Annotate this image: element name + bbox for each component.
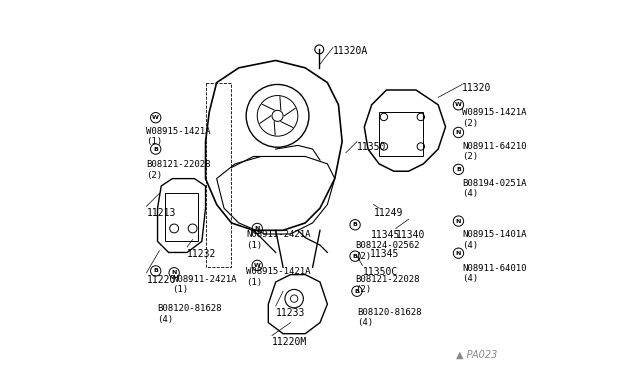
Text: N08911-2421A
(1): N08911-2421A (1) bbox=[246, 230, 310, 250]
Text: N08915-1401A
(4): N08915-1401A (4) bbox=[462, 230, 527, 250]
Text: N08911-64010
(4): N08911-64010 (4) bbox=[462, 263, 527, 283]
Text: W: W bbox=[152, 115, 159, 120]
Text: W08915-1421A
(1): W08915-1421A (1) bbox=[246, 267, 310, 287]
Text: N: N bbox=[255, 226, 260, 231]
Text: 11213: 11213 bbox=[147, 208, 176, 218]
Text: 11320A: 11320A bbox=[333, 46, 368, 56]
Text: N08911-64210
(2): N08911-64210 (2) bbox=[462, 142, 527, 161]
Text: ▲ PA023: ▲ PA023 bbox=[456, 350, 497, 359]
Text: 11345: 11345 bbox=[370, 249, 399, 259]
Text: 11345: 11345 bbox=[371, 230, 401, 240]
Text: B08120-81628
(4): B08120-81628 (4) bbox=[357, 308, 421, 327]
Text: 11249: 11249 bbox=[374, 208, 403, 218]
Text: 11350C: 11350C bbox=[362, 267, 397, 277]
Text: N: N bbox=[456, 251, 461, 256]
Bar bbox=[165, 193, 198, 241]
Text: N: N bbox=[456, 219, 461, 224]
Text: W08915-1421A
(2): W08915-1421A (2) bbox=[462, 109, 527, 128]
Text: N: N bbox=[172, 270, 177, 275]
Text: 11232: 11232 bbox=[187, 249, 216, 259]
Text: 11320: 11320 bbox=[462, 83, 492, 93]
Text: W: W bbox=[455, 102, 462, 107]
Text: B: B bbox=[353, 222, 358, 227]
Text: N08911-2421A
(1): N08911-2421A (1) bbox=[172, 275, 237, 294]
Text: N: N bbox=[456, 130, 461, 135]
Text: W08915-1421A
(1): W08915-1421A (1) bbox=[147, 127, 211, 146]
Text: W: W bbox=[254, 263, 260, 268]
Text: B: B bbox=[456, 167, 461, 172]
Bar bbox=[379, 112, 424, 157]
Text: B: B bbox=[153, 269, 158, 273]
Text: 11220M: 11220M bbox=[272, 337, 307, 347]
Text: B08121-22028
(2): B08121-22028 (2) bbox=[147, 160, 211, 180]
Text: B: B bbox=[153, 147, 158, 151]
Text: 11233: 11233 bbox=[276, 308, 305, 318]
Text: B08120-81628
(4): B08120-81628 (4) bbox=[157, 304, 222, 324]
Text: B08194-0251A
(4): B08194-0251A (4) bbox=[462, 179, 527, 198]
Text: B08124-02562
(2): B08124-02562 (2) bbox=[355, 241, 420, 261]
Text: B: B bbox=[353, 254, 358, 259]
Text: 11340: 11340 bbox=[396, 230, 425, 240]
Text: 11350: 11350 bbox=[357, 142, 387, 152]
Text: B08121-22028
(2): B08121-22028 (2) bbox=[355, 275, 420, 294]
Text: 11220: 11220 bbox=[147, 275, 176, 285]
Text: B: B bbox=[355, 289, 359, 294]
